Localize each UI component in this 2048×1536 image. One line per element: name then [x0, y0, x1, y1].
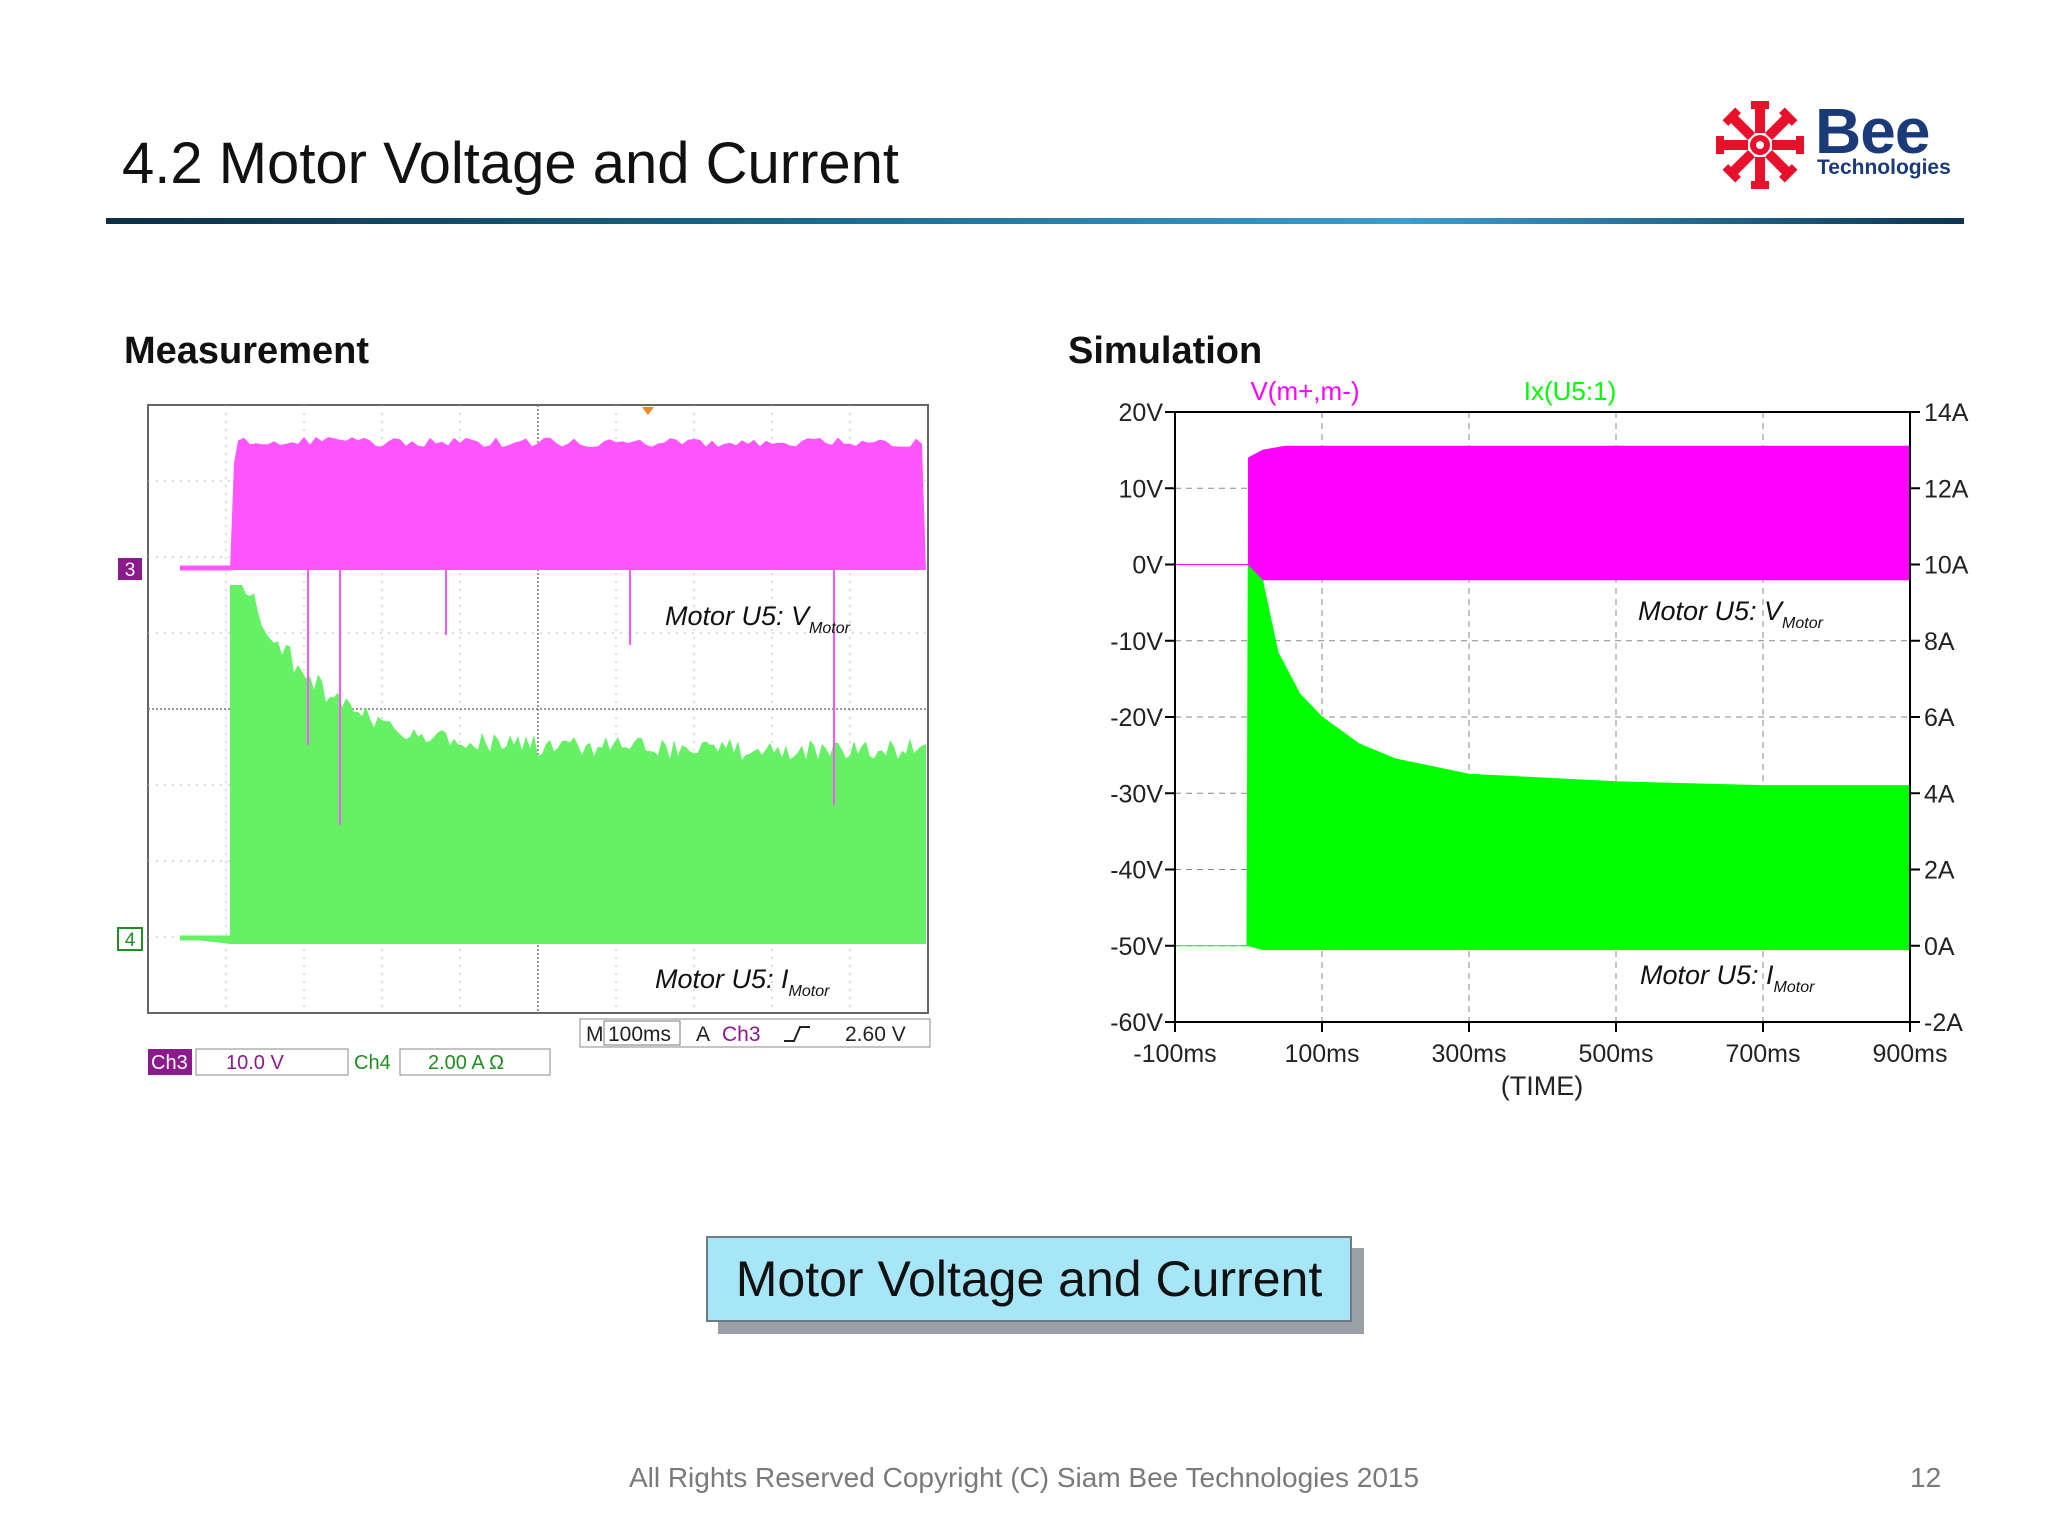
caption-box: Motor Voltage and Current: [706, 1236, 1352, 1322]
logo-star-arm: [1716, 136, 1748, 154]
ch4-marker: 4: [117, 927, 143, 951]
y-left-tick-label: -60V: [1110, 1009, 1163, 1037]
y-right-tick-label: 0A: [1924, 933, 1955, 961]
y-right-tick-label: 8A: [1924, 628, 1955, 656]
x-tick-label: 700ms: [1725, 1040, 1800, 1068]
ch4-scale: Ch4 2.00 A Ω: [354, 1048, 551, 1076]
y-left-tick-label: 10V: [1119, 475, 1164, 503]
svg-text:10.0 V: 10.0 V: [226, 1052, 284, 1074]
sim-current-label: Motor U5: IMotor: [1640, 960, 1815, 996]
y-left-tick-label: -20V: [1110, 704, 1163, 732]
page-number: 12: [1910, 1462, 1942, 1493]
svg-text:Ch4: Ch4: [354, 1052, 391, 1074]
x-tick-label: 900ms: [1872, 1040, 1947, 1068]
y-right-tick-label: 6A: [1924, 704, 1955, 732]
slide-title: 4.2 Motor Voltage and Current: [122, 131, 900, 196]
logo-star-arm: [1772, 136, 1804, 154]
ch3-marker-label: 3: [125, 560, 136, 581]
scope-voltage-label: Motor U5: VMotor: [665, 601, 851, 637]
ch4-trace: [180, 585, 926, 944]
x-tick-label: 300ms: [1431, 1040, 1506, 1068]
simulation-chart: 20V 14A 10V 12A 0V 10A -10V 8A -20V 6A -30V 4A -40V 2…: [1110, 376, 1969, 1101]
svg-text:2.60 V: 2.60 V: [845, 1023, 906, 1046]
sim-axes: 20V 14A 10V 12A 0V 10A -10V 8A -20V 6A -30V 4A -40V 2…: [1110, 399, 1969, 1068]
x-tick-label: 500ms: [1578, 1040, 1653, 1068]
series-voltage-band: [1175, 445, 1911, 581]
svg-text:100ms: 100ms: [608, 1023, 671, 1046]
rising-edge-icon: [784, 1026, 810, 1042]
y-left-tick-label: 0V: [1132, 552, 1163, 580]
sim-series: [1175, 445, 1911, 951]
logo-star-arm: [1722, 107, 1756, 141]
logo-star-arm: [1764, 149, 1798, 183]
logo-word: Bee: [1815, 95, 1930, 167]
y-left-tick-label: -10V: [1110, 628, 1163, 656]
timebase-readout: M 100ms A Ch3 2.60 V: [579, 1018, 931, 1048]
ch4-marker-label: 4: [125, 930, 136, 951]
trigger-position-icon: [642, 407, 654, 415]
svg-text:2.00 A Ω: 2.00 A Ω: [428, 1052, 504, 1074]
logo-star-arm: [1722, 149, 1756, 183]
y-left-tick-label: -50V: [1110, 933, 1163, 961]
logo-star-arm: [1751, 157, 1769, 189]
legend-voltage: V(m+,m-): [1250, 376, 1359, 406]
y-left-tick-label: -40V: [1110, 857, 1163, 885]
y-left-tick-label: 20V: [1119, 399, 1164, 427]
logo-subtitle: Technologies: [1817, 156, 1951, 179]
y-right-tick-label: 4A: [1924, 780, 1955, 808]
sim-voltage-label: Motor U5: VMotor: [1638, 596, 1824, 632]
y-right-tick-label: 10A: [1924, 552, 1969, 580]
svg-text:M: M: [586, 1023, 604, 1046]
x-tick-label: -100ms: [1133, 1040, 1216, 1068]
svg-text:A: A: [696, 1023, 710, 1046]
y-right-tick-label: 14A: [1924, 399, 1969, 427]
scope-screenshot: 3 4 Motor U5: VMotor Motor U5: IMotor M …: [117, 404, 931, 1076]
simulation-heading: Simulation: [1068, 330, 1263, 372]
bee-star-icon: [1716, 101, 1804, 189]
logo-star-core: [1756, 141, 1764, 149]
svg-text:Ch3: Ch3: [151, 1052, 188, 1074]
logo-star-arm: [1751, 101, 1769, 133]
ch3-marker: 3: [118, 558, 142, 581]
y-right-tick-label: 2A: [1924, 857, 1955, 885]
logo-star-arm: [1764, 107, 1798, 141]
title-rule: [106, 218, 1964, 224]
measurement-heading: Measurement: [124, 330, 369, 372]
ch3-trace: [230, 437, 926, 570]
y-left-tick-label: -30V: [1110, 780, 1163, 808]
x-axis-label: (TIME): [1501, 1071, 1583, 1101]
y-right-tick-label: 12A: [1924, 475, 1969, 503]
ch3-scale: Ch3 10.0 V: [148, 1048, 349, 1076]
footer-copyright: All Rights Reserved Copyright (C) Siam B…: [628, 1462, 1420, 1493]
x-tick-label: 100ms: [1284, 1040, 1359, 1068]
svg-text:Ch3: Ch3: [722, 1023, 761, 1046]
y-right-tick-label: -2A: [1924, 1009, 1963, 1037]
scope-current-label: Motor U5: IMotor: [655, 964, 830, 1000]
legend-current: Ix(U5:1): [1524, 376, 1616, 406]
scope-traces: [180, 437, 926, 944]
